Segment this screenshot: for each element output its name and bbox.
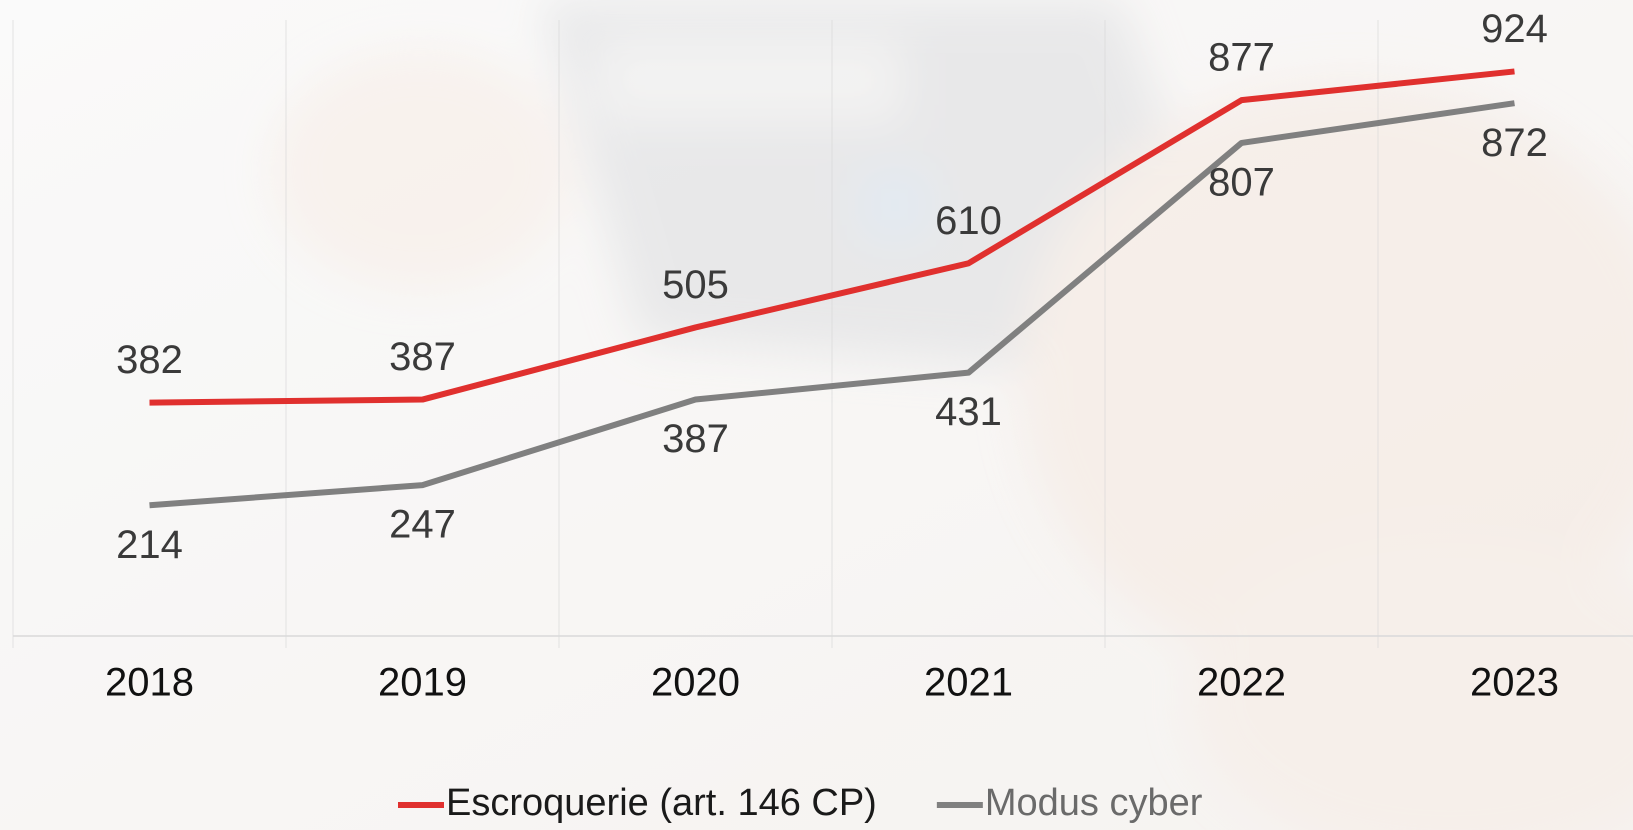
x-tick-label: 2021 xyxy=(924,661,1013,705)
legend-label: Escroquerie (art. 146 CP) xyxy=(446,782,877,824)
x-tick-label: 2018 xyxy=(105,661,194,705)
data-label: 610 xyxy=(935,199,1002,243)
data-label: 807 xyxy=(1208,160,1275,204)
x-tick-label: 2020 xyxy=(651,661,740,705)
x-tick-label: 2023 xyxy=(1470,661,1559,705)
data-label: 924 xyxy=(1481,7,1548,51)
data-label: 505 xyxy=(662,263,729,307)
data-label: 247 xyxy=(389,503,456,547)
data-label: 382 xyxy=(116,338,183,382)
data-label: 214 xyxy=(116,523,183,567)
data-label: 387 xyxy=(389,335,456,379)
legend-label: Modus cyber xyxy=(985,782,1203,824)
x-tick-label: 2019 xyxy=(378,661,467,705)
data-label: 872 xyxy=(1481,121,1548,165)
data-label: 387 xyxy=(662,417,729,461)
x-tick-label: 2022 xyxy=(1197,661,1286,705)
data-label: 431 xyxy=(935,390,1002,434)
legend: Escroquerie (art. 146 CP) Modus cyber xyxy=(398,782,1203,824)
chart: 2018 2019 2020 2021 2022 2023 382 387 505 610 877 9… xyxy=(0,0,1633,830)
data-label: 877 xyxy=(1208,36,1275,80)
